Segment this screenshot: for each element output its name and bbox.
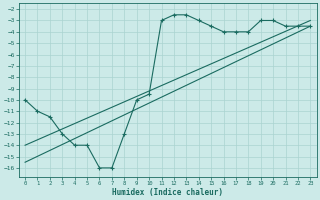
- X-axis label: Humidex (Indice chaleur): Humidex (Indice chaleur): [112, 188, 223, 197]
